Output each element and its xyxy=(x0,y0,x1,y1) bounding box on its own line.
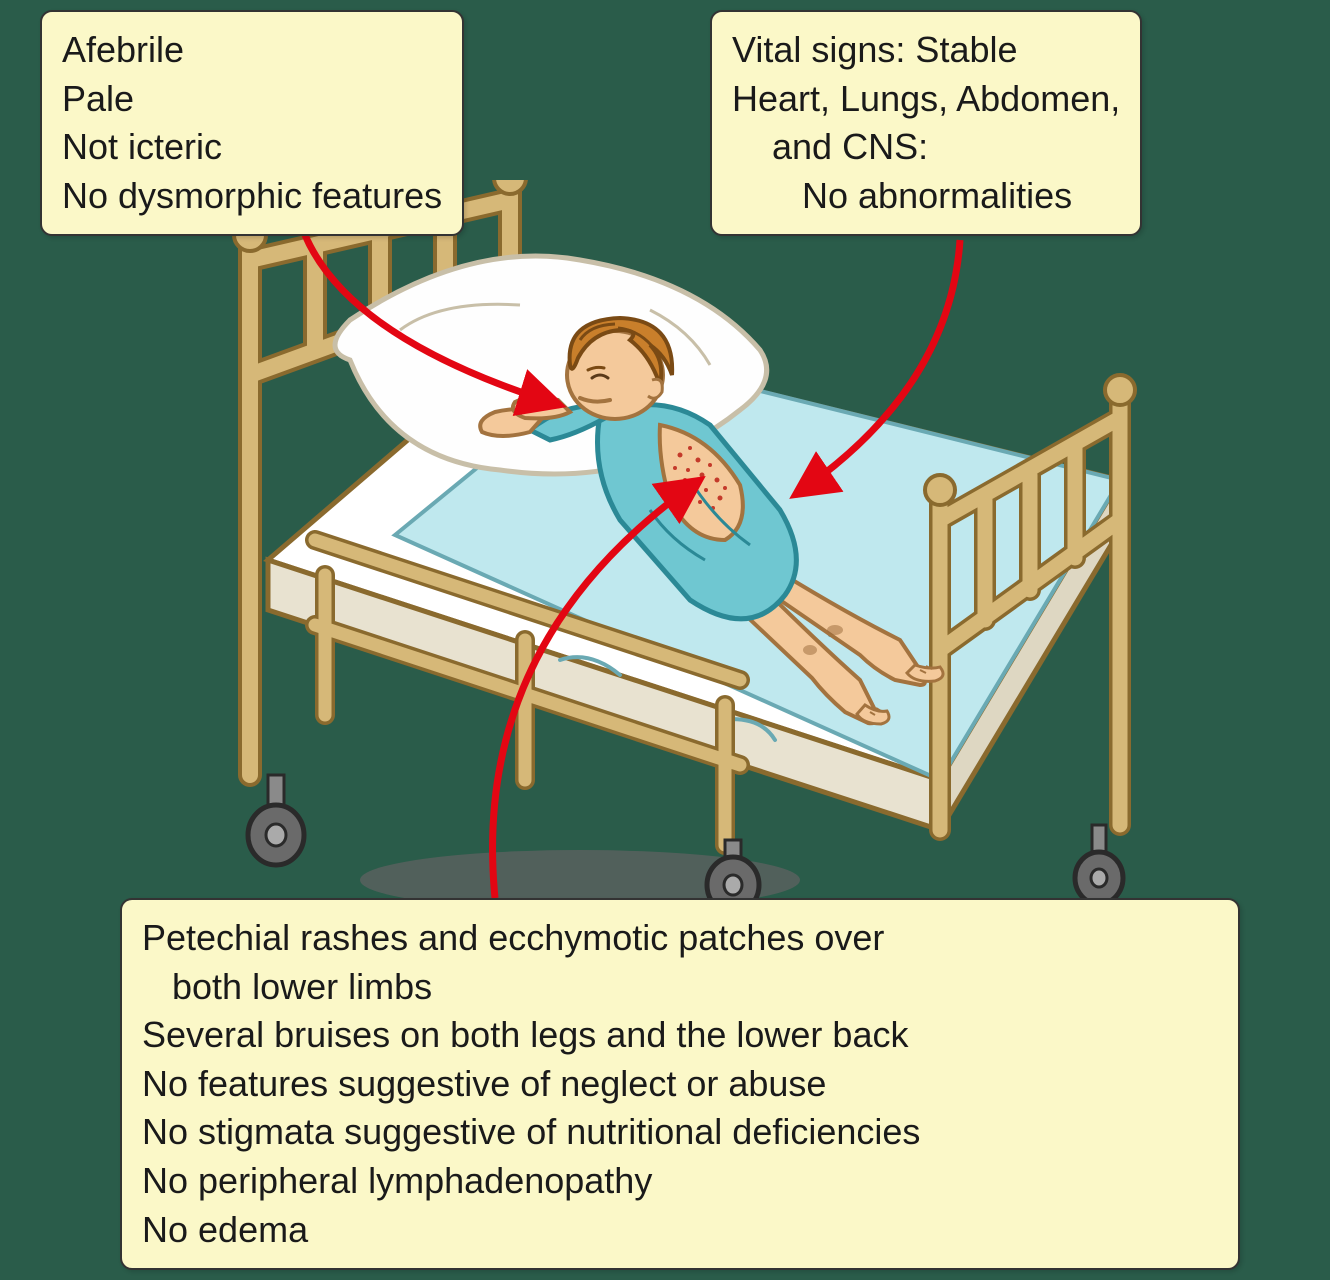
callout-line: Petechial rashes and ecchymotic patches … xyxy=(142,914,1218,963)
callout-line: Heart, Lungs, Abdomen, xyxy=(732,75,1120,124)
callout-line: No features suggestive of neglect or abu… xyxy=(142,1060,1218,1109)
callout-line: No peripheral lymphadenopathy xyxy=(142,1157,1218,1206)
callout-vitals: Vital signs: Stable Heart, Lungs, Abdome… xyxy=(710,10,1142,236)
callout-line: Vital signs: Stable xyxy=(732,26,1120,75)
wheel-front-right xyxy=(1075,825,1123,904)
callout-line: No edema xyxy=(142,1206,1218,1255)
callout-skin-findings: Petechial rashes and ecchymotic patches … xyxy=(120,898,1240,1270)
bed-svg xyxy=(220,180,1140,920)
callout-line: and CNS: xyxy=(732,123,1120,172)
wheel-rear-left xyxy=(248,775,304,865)
callout-line: both lower limbs xyxy=(142,963,1218,1012)
callout-line: No stigmata suggestive of nutritional de… xyxy=(142,1108,1218,1157)
callout-line: Not icteric xyxy=(62,123,442,172)
callout-line: Afebrile xyxy=(62,26,442,75)
hospital-bed-illustration xyxy=(220,180,1140,920)
callout-line: Pale xyxy=(62,75,442,124)
callout-line: No abnormalities xyxy=(732,172,1120,221)
callout-line: Several bruises on both legs and the low… xyxy=(142,1011,1218,1060)
callout-line: No dysmorphic features xyxy=(62,172,442,221)
callout-general-findings: Afebrile Pale Not icteric No dysmorphic … xyxy=(40,10,464,236)
